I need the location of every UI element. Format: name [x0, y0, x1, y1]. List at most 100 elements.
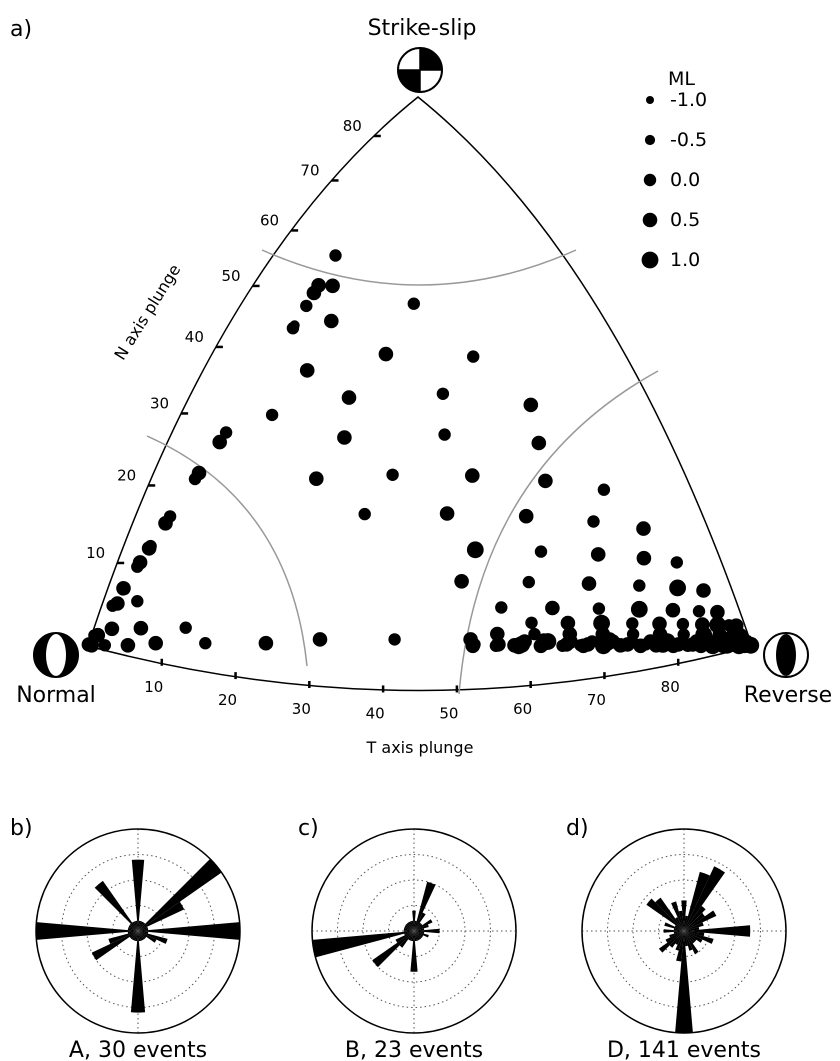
legend-marker [641, 251, 659, 269]
rose-petal [127, 928, 138, 931]
scatter-point [597, 483, 611, 496]
scatter-point [454, 574, 469, 589]
scatter-point [299, 363, 315, 378]
rose-petal [684, 931, 714, 944]
rose-petal [414, 931, 420, 941]
rose-petal [410, 931, 418, 972]
rose-petal [138, 921, 144, 931]
rose-petal [404, 931, 414, 936]
scatter-point [179, 621, 192, 634]
scatter-point [587, 515, 600, 528]
scatter-point [562, 626, 578, 642]
scatter-point [312, 632, 328, 647]
rose-petal [408, 921, 414, 931]
scatter-point [704, 638, 720, 653]
rose-petal [404, 926, 414, 931]
y-axis-label: N axis plunge [110, 261, 184, 364]
x-tick-label: 80 [661, 678, 680, 696]
scatter-point [626, 617, 639, 630]
rose-petal [414, 931, 429, 938]
scatter-point [188, 472, 202, 486]
rose-outline [35, 828, 241, 1034]
rose-petal [91, 931, 138, 961]
corner-label-reverse: Reverse [744, 683, 832, 708]
scatter-point [648, 638, 664, 653]
scatter-point [680, 639, 694, 652]
scatter-point [341, 390, 357, 405]
scatter-point [324, 313, 339, 329]
rose-petal [128, 926, 138, 931]
scatter-point [602, 632, 617, 647]
x-tick-label: 40 [366, 704, 385, 722]
scatter-point [677, 628, 690, 641]
rose-petal [130, 931, 146, 1013]
field-boundary-strike-slip [261, 249, 577, 286]
rose-petal [414, 931, 424, 937]
scatter-point [98, 639, 112, 652]
scatter-point [289, 320, 300, 331]
scatter-point [199, 637, 212, 650]
scatter-point [104, 621, 120, 637]
scatter-point [306, 285, 322, 301]
x-axis-ticks: 10 20 30 40 50 60 70 80 [144, 658, 680, 722]
scatter-point [722, 619, 736, 632]
scatter-point [696, 583, 711, 598]
y-tick-label: 70 [300, 161, 319, 179]
scatter-point [337, 430, 352, 445]
rose-petal [138, 931, 147, 939]
scatter-point [731, 638, 746, 653]
scatter-point [358, 507, 371, 521]
scatter-point [148, 635, 163, 651]
x-tick-label: 50 [439, 704, 458, 722]
rose-petal [135, 931, 138, 942]
panel-label-a: a) [10, 17, 32, 42]
scatter-point [593, 614, 610, 632]
rose-petal [665, 931, 684, 943]
rose-petal [414, 912, 426, 931]
scatter-point [133, 620, 149, 636]
scatter-point [695, 617, 710, 632]
scatter-point [116, 583, 130, 596]
rose-petal [669, 931, 684, 938]
rose-petal [414, 931, 419, 941]
scatter-point [531, 435, 547, 451]
rose-petal [684, 925, 751, 937]
rose-petal [664, 922, 684, 931]
x-tick-label: 30 [292, 700, 311, 718]
rose-petal [673, 928, 684, 931]
rose-petal [403, 928, 414, 931]
rose-petal [406, 922, 414, 931]
rose-petal [684, 931, 688, 947]
rose-petal [133, 921, 138, 931]
y-tick-label: 20 [117, 466, 136, 484]
scatter-point [388, 633, 401, 646]
rose-petal [127, 931, 138, 934]
rose-label-b: B, 23 events [345, 1038, 483, 1061]
rose-petal [414, 919, 433, 931]
scatter-points [81, 249, 760, 655]
beachball-strike-slip-icon [397, 47, 443, 93]
scatter-point [710, 604, 725, 620]
scatter-point [537, 633, 550, 646]
y-axis-ticks: 10 20 30 40 50 60 70 80 [86, 117, 381, 565]
scatter-point [106, 599, 119, 612]
x-tick-label: 70 [587, 691, 606, 709]
corner-label-normal: Normal [16, 683, 96, 708]
scatter-point [120, 638, 136, 653]
rose-petal [414, 922, 422, 931]
rose-petal [138, 922, 240, 940]
rose-petal [138, 921, 143, 931]
scatter-point [265, 408, 279, 422]
y-tick-label: 30 [150, 394, 169, 412]
rose-diagram-a [35, 828, 241, 1034]
scatter-point [590, 547, 606, 562]
rose-petal [409, 931, 414, 941]
scatter-point [258, 635, 274, 651]
ternary-frame [87, 96, 753, 692]
scatter-point [518, 508, 534, 524]
scatter-point [490, 626, 505, 642]
scatter-point [131, 595, 144, 608]
legend-entry: 0.5 [670, 209, 700, 231]
x-tick-label: 20 [218, 691, 237, 709]
